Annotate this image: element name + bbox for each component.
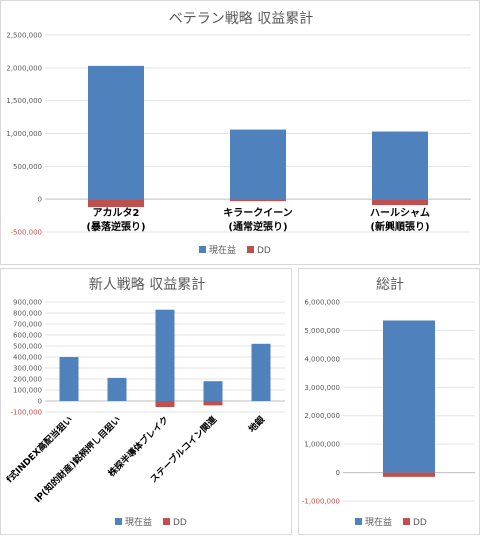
- y-tick-label: -100,000: [11, 409, 42, 417]
- y-tick-label: 2,500,000: [6, 32, 42, 40]
- legend-label-profit: 現在益: [365, 516, 392, 528]
- total-chart-panel: 総計 -1,000,000 0 1,000,000 2,000,000 3,000,00…: [298, 268, 480, 535]
- y-tick-label: 100,000: [13, 387, 42, 395]
- bar-dd: [372, 199, 428, 206]
- x-category-label: キラークイーン: [223, 207, 293, 219]
- bar-dd: [383, 472, 435, 477]
- y-tick-label: 500,000: [13, 163, 42, 171]
- bar-profit: [107, 377, 127, 401]
- x-category-label: (暴落逆張り): [86, 220, 145, 233]
- y-tick-label: 1,000,000: [304, 441, 340, 449]
- y-tick-label: -1,000,000: [302, 498, 340, 506]
- bar-profit: [88, 65, 144, 200]
- bar-profit: [383, 320, 435, 473]
- x-category-label: 地銀: [246, 414, 267, 435]
- chart-title: 総計: [376, 277, 404, 293]
- bar-profit: [230, 129, 286, 200]
- y-tick-label: 2,000,000: [6, 64, 42, 72]
- bar-profit: [251, 343, 271, 401]
- y-tick-label: 3,000,000: [304, 384, 340, 392]
- y-tick-label: 0: [38, 398, 42, 406]
- legend-label-dd: DD: [257, 246, 271, 256]
- y-tick-label: 500,000: [13, 343, 42, 351]
- y-tick-label: 2,000,000: [304, 412, 340, 420]
- y-tick-label: 900,000: [13, 299, 42, 307]
- y-tick-label: 400,000: [13, 354, 42, 362]
- bar-dd: [88, 199, 144, 208]
- y-tick-label: 800,000: [13, 310, 42, 318]
- legend-swatch-dd: [247, 246, 254, 253]
- veteran-chart: ベテラン戦略 収益累計 -500,000 0 500,000 1,000,000 1,5…: [6, 11, 471, 256]
- x-category-label: (新興順張り): [370, 220, 429, 233]
- x-category-label: ハールシャム: [370, 207, 430, 219]
- y-tick-label: 1,500,000: [6, 97, 42, 105]
- x-category-label: IP(知的財産)銘柄押し目狙い: [32, 414, 123, 505]
- y-tick-label: 0: [38, 196, 42, 204]
- newcomer-chart-panel: 新人戦略 収益累計 -100,000 0 100,000 200,000 300,000…: [0, 268, 292, 535]
- newcomer-chart: 新人戦略 収益累計 -100,000 0 100,000 200,000 300,000…: [3, 277, 285, 528]
- bar-profit: [59, 357, 79, 401]
- legend-label-dd: DD: [413, 518, 427, 528]
- legend-label-profit: 現在益: [209, 244, 236, 256]
- y-tick-label: 700,000: [13, 321, 42, 329]
- chart-title: 新人戦略 収益累計: [89, 277, 205, 293]
- y-tick-label: 6,000,000: [304, 299, 340, 307]
- legend-swatch-profit: [355, 518, 362, 525]
- bar-dd: [155, 401, 175, 408]
- bar-dd: [230, 199, 286, 202]
- bar-dd: [203, 401, 223, 406]
- y-tick-label: 4,000,000: [304, 355, 340, 363]
- y-tick-label: 200,000: [13, 376, 42, 384]
- legend-label-dd: DD: [173, 518, 187, 528]
- legend-label-profit: 現在益: [125, 516, 152, 528]
- chart-title: ベテラン戦略 収益累計: [169, 11, 313, 27]
- total-chart: 総計 -1,000,000 0 1,000,000 2,000,000 3,000,00…: [302, 277, 475, 528]
- legend-swatch-profit: [199, 246, 206, 253]
- y-tick-label: 300,000: [13, 365, 42, 373]
- x-category-label: アカルタ2: [93, 207, 140, 219]
- bar-profit: [155, 309, 175, 401]
- y-tick-label: 0: [336, 469, 340, 477]
- bar-profit: [372, 131, 428, 200]
- bar-profit: [203, 381, 223, 401]
- legend-swatch-profit: [115, 518, 122, 525]
- y-tick-label: 5,000,000: [304, 327, 340, 335]
- x-category-label: (通常逆張り): [228, 220, 287, 233]
- y-tick-label: 1,000,000: [6, 130, 42, 138]
- veteran-chart-panel: ベテラン戦略 収益累計 -500,000 0 500,000 1,000,000 1,5…: [0, 0, 480, 265]
- legend-swatch-dd: [163, 518, 170, 525]
- legend-swatch-dd: [403, 518, 410, 525]
- y-tick-label: -500,000: [11, 229, 42, 237]
- y-tick-label: 600,000: [13, 332, 42, 340]
